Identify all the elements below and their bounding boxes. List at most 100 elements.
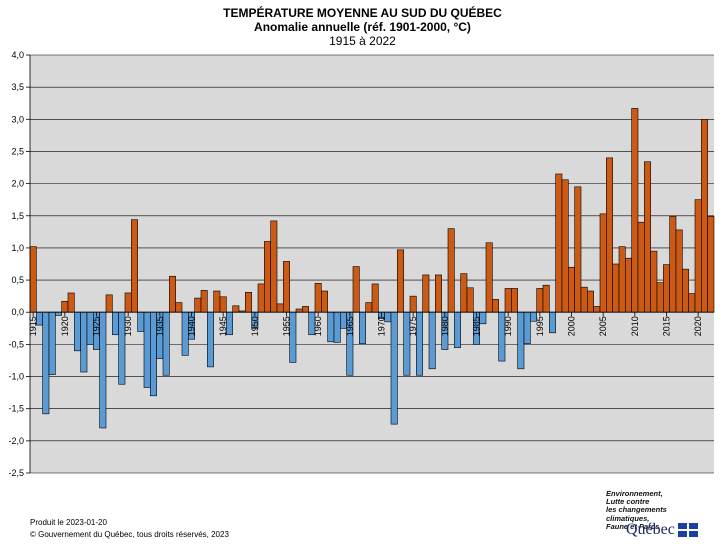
bar xyxy=(669,216,677,313)
bar xyxy=(587,290,594,313)
bar xyxy=(207,311,214,368)
y-tick-label: 3,5 xyxy=(11,82,24,92)
bar xyxy=(644,161,651,313)
bar xyxy=(637,221,645,313)
bar xyxy=(397,249,404,313)
bar xyxy=(409,295,417,313)
bar xyxy=(67,292,75,313)
bar xyxy=(302,306,309,313)
ministry-line: Environnement, xyxy=(606,489,663,498)
bar xyxy=(29,246,37,313)
y-tick-label: -1,0 xyxy=(8,372,24,382)
bar xyxy=(561,179,569,313)
bar xyxy=(321,290,328,313)
bar xyxy=(618,246,626,313)
bar xyxy=(435,274,442,313)
bar xyxy=(536,288,544,313)
bar xyxy=(232,305,240,313)
ministry-line: climatiques, xyxy=(606,513,650,523)
bar xyxy=(276,303,284,313)
bar xyxy=(55,311,62,316)
x-tick-label: 1960 xyxy=(313,316,323,336)
x-tick-label: 1980 xyxy=(440,316,450,336)
bar xyxy=(656,282,664,313)
y-tick-label: -2,5 xyxy=(8,468,24,478)
bar xyxy=(492,299,499,313)
x-tick-label: 1945 xyxy=(218,316,228,336)
chart-subtitle: Anomalie annuelle (réf. 1901-2000, °C) xyxy=(254,20,471,34)
bar xyxy=(694,199,702,313)
bar xyxy=(219,296,227,313)
chart-period: 1915 à 2022 xyxy=(329,34,396,48)
copyright-notice: © Gouvernement du Québec, tous droits ré… xyxy=(30,530,229,539)
bar xyxy=(454,311,461,348)
bar xyxy=(264,241,271,313)
bar xyxy=(194,297,202,313)
bar xyxy=(333,311,341,343)
x-tick-label: 1950 xyxy=(250,316,260,336)
x-tick-label: 2010 xyxy=(630,316,640,336)
bar xyxy=(580,286,588,313)
bar xyxy=(359,311,366,345)
bar xyxy=(365,302,373,313)
x-tick-label: 1970 xyxy=(377,316,387,336)
bar xyxy=(422,274,430,313)
bar xyxy=(371,283,379,313)
x-tick-label: 2015 xyxy=(662,316,672,336)
bar xyxy=(485,242,493,313)
bar xyxy=(517,311,525,370)
bar xyxy=(650,250,658,313)
bar xyxy=(460,273,468,313)
x-tick-label: 1920 xyxy=(60,316,70,336)
bar xyxy=(663,264,670,313)
bar xyxy=(542,284,550,313)
y-tick-label: 3,0 xyxy=(11,114,24,124)
bar xyxy=(606,157,613,313)
y-tick-label: -0,5 xyxy=(8,339,24,349)
chart-title: TEMPÉRATURE MOYENNE AU SUD DU QUÉBEC xyxy=(223,6,502,20)
x-tick-label: 1975 xyxy=(408,316,418,336)
bar xyxy=(574,186,582,313)
bar xyxy=(631,108,639,313)
y-tick-label: 2,5 xyxy=(11,146,24,156)
y-tick-label: 1,5 xyxy=(11,211,24,221)
quebec-flag-icon xyxy=(677,523,698,537)
x-tick-label: 1925 xyxy=(92,316,102,336)
y-tick-label: 0,0 xyxy=(11,307,24,317)
x-tick-label: 1955 xyxy=(282,316,292,336)
bar xyxy=(682,268,689,313)
produced-date: Produit le 2023-01-20 xyxy=(30,518,107,527)
bar xyxy=(523,311,531,345)
bar xyxy=(549,311,556,334)
x-tick-label: 1940 xyxy=(187,316,197,336)
ministry-line: Faune et Parcs xyxy=(606,521,660,531)
bar xyxy=(245,291,252,313)
bar xyxy=(593,306,601,313)
x-tick-label: 2005 xyxy=(598,316,608,336)
x-tick-label: 1990 xyxy=(503,316,513,336)
bar xyxy=(555,173,563,313)
bar xyxy=(625,257,632,313)
bar xyxy=(390,311,398,425)
bar xyxy=(688,293,696,313)
bar xyxy=(612,263,620,313)
x-tick-label: 1930 xyxy=(123,316,133,336)
x-tick-label: 2020 xyxy=(693,316,703,336)
bar xyxy=(213,290,221,313)
bar xyxy=(105,294,113,313)
bar xyxy=(169,275,176,313)
bar xyxy=(599,213,607,313)
bar xyxy=(61,300,69,313)
y-tick-label: 1,0 xyxy=(11,243,24,253)
bar xyxy=(112,311,119,336)
bar xyxy=(131,219,138,313)
bar xyxy=(701,119,708,313)
bar xyxy=(124,292,132,313)
bar xyxy=(270,220,278,313)
ministry-name: Environnement, Lutte contre les changeme… xyxy=(606,489,667,531)
bar xyxy=(175,302,183,313)
x-tick-label: 1965 xyxy=(345,316,355,336)
bar xyxy=(314,282,322,313)
ministry-line: Lutte contre xyxy=(606,497,650,507)
bar xyxy=(504,288,512,313)
